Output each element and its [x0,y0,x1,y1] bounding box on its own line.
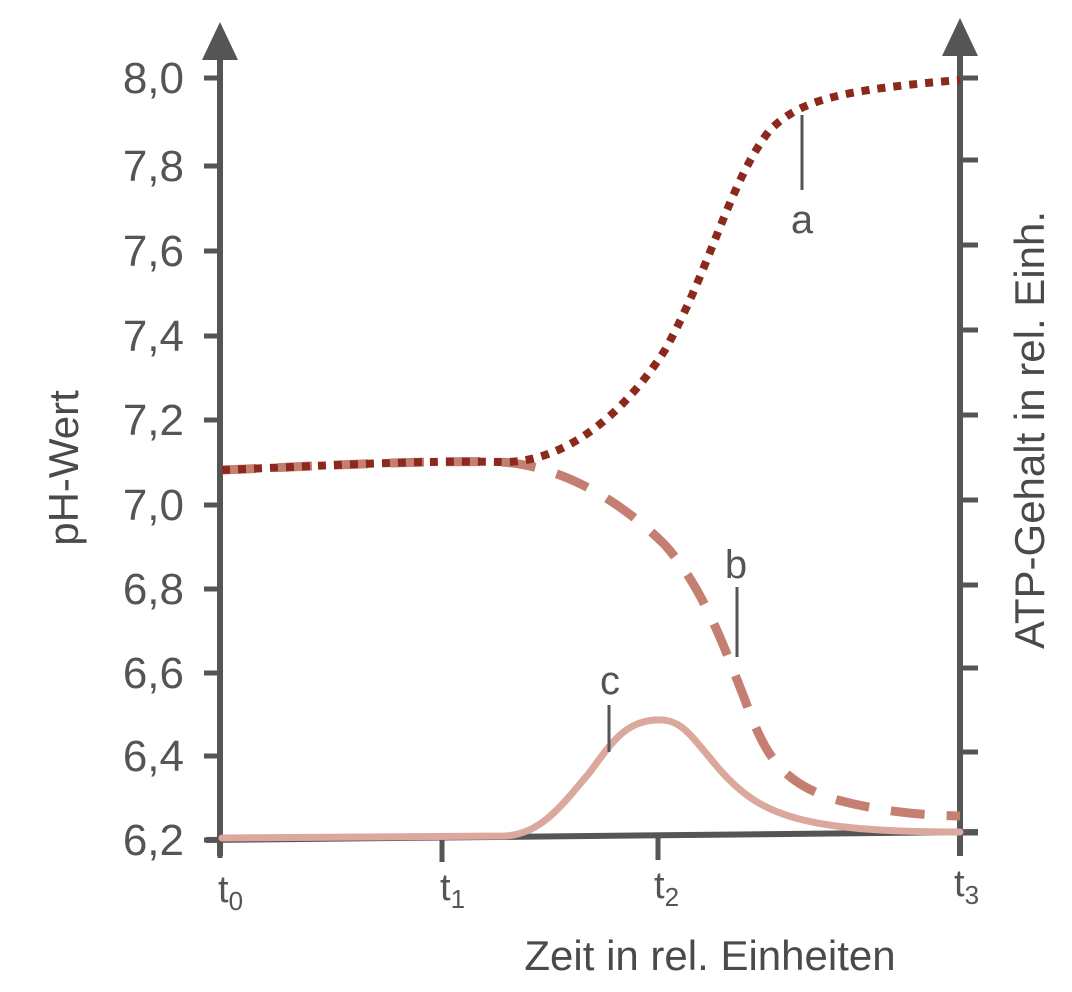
y-tick-label: 6,8 [123,565,184,614]
arrow-up-icon [942,18,978,56]
y-axis-left: 8,0 7,8 7,6 7,4 7,2 7,0 6,8 6,6 6,4 6,2 … [40,22,238,865]
y-tick-label: 7,2 [123,396,184,445]
y-tick-label: 7,6 [123,227,184,276]
x-tick-label: t0 [218,869,243,916]
arrow-up-icon [202,22,238,60]
y-axis-title: pH-Wert [40,390,87,546]
y-tick-label: 6,2 [123,816,184,865]
y-tick-label: 6,6 [123,649,184,698]
x-tick-label: t1 [440,867,465,914]
y-tick-label: 8,0 [123,54,184,103]
curve-a [221,76,961,474]
curve-label-b: b [725,543,747,587]
curve-label-a: a [791,198,814,242]
curve-label-c: c [600,659,620,703]
y-tick-label: 7,8 [123,142,184,191]
y-tick-label: 6,4 [123,732,184,781]
x-axis: t0 t1 t2 t3 Zeit in rel. Einheiten [205,822,979,979]
y-axis-right: ATP-Gehalt in rel. Einh. [942,18,1053,856]
curve-b [221,457,961,821]
y2-axis-title: ATP-Gehalt in rel. Einh. [1006,211,1053,649]
y-tick-label: 7,0 [123,481,184,530]
curve-c [218,716,964,842]
x-tick-label: t2 [654,865,679,912]
x-tick-label: t3 [954,863,979,910]
y-tick-label: 7,4 [123,312,184,361]
x-axis-title: Zeit in rel. Einheiten [524,932,895,979]
